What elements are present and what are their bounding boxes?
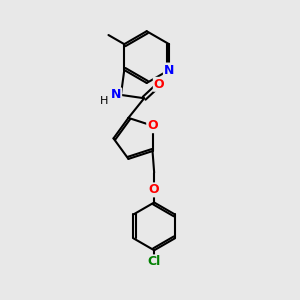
Text: O: O	[149, 183, 160, 196]
Text: H: H	[100, 96, 108, 106]
Text: O: O	[147, 119, 158, 132]
Text: N: N	[164, 64, 174, 76]
Text: N: N	[111, 88, 121, 101]
Text: O: O	[154, 78, 164, 91]
Text: Cl: Cl	[148, 255, 161, 268]
